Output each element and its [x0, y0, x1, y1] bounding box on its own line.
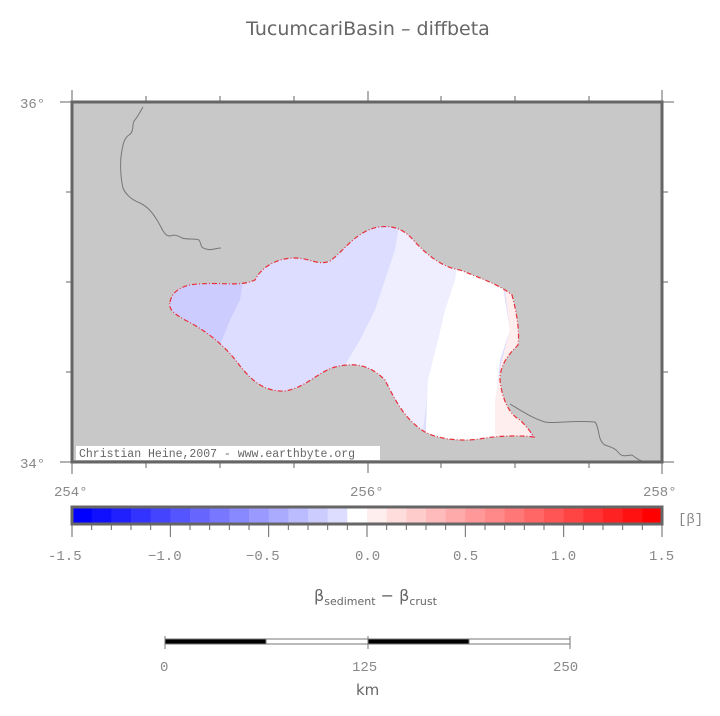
colorbar-tick-0.5: 0.5	[453, 549, 478, 565]
lon-label-256: 256°	[350, 485, 384, 501]
subscript-sediment: sediment	[324, 595, 376, 608]
scale-tick-250: 250	[553, 660, 578, 676]
colorbar-tick-neg1.0: −1.0	[148, 549, 182, 565]
colorbar-tick-neg1.5: -1.5	[48, 549, 82, 565]
state-border-line-east	[509, 403, 653, 464]
state-border-line-west	[120, 106, 222, 251]
colorbar-axis-label: βsediment − βcrust	[314, 586, 438, 608]
scale-tick-125: 125	[352, 660, 377, 676]
scale-tick-0: 0	[160, 660, 168, 676]
colorbar-tick-1.0: 1.0	[551, 549, 576, 565]
minus-sign: −	[376, 586, 400, 605]
basin-outline	[169, 225, 536, 441]
colorbar-tick-0.0: 0.0	[355, 549, 380, 565]
colorbar-tick-neg0.5: −0.5	[246, 549, 280, 565]
beta-symbol: β	[314, 586, 324, 605]
lon-label-254: 254°	[54, 485, 88, 501]
top-ticks	[60, 90, 674, 474]
subscript-crust: crust	[409, 595, 437, 608]
lat-label-36: 36°	[20, 97, 45, 113]
credit-text: Christian Heine,2007 - www.earthbyte.org	[79, 448, 355, 461]
lon-label-258: 258°	[643, 485, 677, 501]
lat-label-34: 34°	[20, 457, 45, 473]
colorbar-tick-1.5: 1.5	[649, 549, 674, 565]
colorbar-ticks	[71, 524, 663, 537]
scale-bar	[164, 636, 571, 649]
scale-unit: km	[356, 681, 379, 699]
map-title: TucumcariBasin – diffbeta	[246, 18, 490, 40]
colorbar	[72, 507, 663, 524]
beta-symbol-2: β	[399, 586, 409, 605]
colorbar-unit: [β]	[678, 512, 703, 528]
